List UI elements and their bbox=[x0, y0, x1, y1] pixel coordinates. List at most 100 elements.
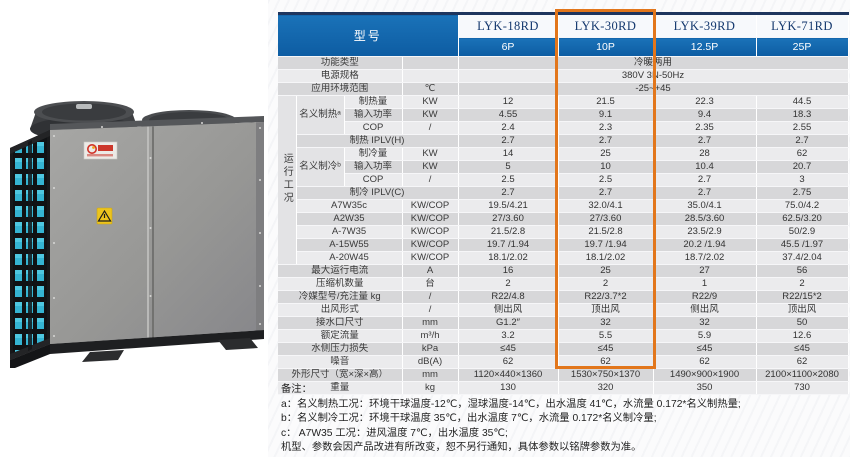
value-cell-lyk-18rd: 4.55 bbox=[458, 108, 559, 122]
value-cell-lyk-30rd: 2.7 bbox=[558, 134, 654, 148]
value-cell-lyk-18rd: 130 bbox=[458, 381, 559, 395]
table-row: 运行工况 名义制热ᵃ 制热量 KW 12 21.5 22.3 44.5 bbox=[278, 95, 849, 265]
value-cell-lyk-39rd: 5.9 bbox=[653, 329, 757, 343]
unit-cell: KW/COP bbox=[402, 238, 459, 252]
value-cell-lyk-71rd: 75.0/4.2 bbox=[756, 199, 849, 213]
row-label: 制热 IPLV(H) bbox=[296, 134, 459, 148]
table-row: 电源规格 380V 3N-50Hz bbox=[278, 69, 849, 83]
model-header-row: 型号 LYK-18RD LYK-30RD LYK-39RD LYK-71RD bbox=[278, 13, 849, 57]
base-and-feet bbox=[10, 330, 264, 368]
unit-cell: kPa bbox=[402, 342, 459, 356]
value-cell-lyk-18rd: 侧出风 bbox=[458, 303, 559, 317]
value-cell-lyk-39rd: 2.7 bbox=[653, 134, 757, 148]
value-cell-lyk-30rd: 9.1 bbox=[558, 108, 654, 122]
unit-cell bbox=[402, 56, 459, 70]
table-row: A-20W45 KW/COP 18.1/2.02 18.1/2.02 18.7/2.02… bbox=[278, 251, 849, 265]
value-cell-lyk-18rd: 2.7 bbox=[458, 134, 559, 148]
value-cell-lyk-39rd: 350 bbox=[653, 381, 757, 395]
value-cell-lyk-71rd: 2.75 bbox=[756, 186, 849, 200]
brand-logo bbox=[83, 141, 118, 160]
note-line-c: c： A7W35 工况：进风温度 7℃，出水温度 35℃; bbox=[281, 427, 508, 439]
value-cell-lyk-18rd: 21.5/2.8 bbox=[458, 225, 559, 239]
value-cell-lyk-18rd: 12 bbox=[458, 95, 559, 109]
value-cell-lyk-71rd: 18.3 bbox=[756, 108, 849, 122]
hp-cell-12-5p: 12.5P bbox=[653, 37, 757, 57]
value-cell-lyk-30rd: 2.5 bbox=[558, 173, 654, 187]
row-label: 冷媒型号/充注量 kg bbox=[278, 290, 403, 304]
table-row: 应用环境范围 ℃ -25~+45 bbox=[278, 82, 849, 96]
value-cell-lyk-39rd: 20.2 /1.94 bbox=[653, 238, 757, 252]
table-row: COP/2.4 2.3 2.35 2.55 bbox=[278, 121, 849, 135]
note-line-disclaimer: 机型、参数会因产品改进有所改变，恕不另行通知，具体参数以铭牌参数为准。 bbox=[281, 442, 642, 453]
value-cell-lyk-18rd: 18.1/2.02 bbox=[458, 251, 559, 265]
unit-cell: KW bbox=[402, 95, 459, 109]
value-cell-lyk-39rd: 2.35 bbox=[653, 121, 757, 135]
value-cell-lyk-39rd: 62 bbox=[653, 355, 757, 369]
row-label: 电源规格 bbox=[278, 69, 403, 83]
table-row: 冷媒型号/充注量 kg / R22/4.8 R22/3.7*2 R22/9 R22/15*… bbox=[278, 290, 849, 304]
hp-header-row: 6P 10P 12.5P 25P bbox=[278, 37, 849, 57]
value-cell-lyk-39rd: 9.4 bbox=[653, 108, 757, 122]
value-cell-lyk-30rd: 27/3.60 bbox=[558, 212, 654, 226]
row-group-heating: 名义制热ᵃ bbox=[296, 95, 345, 135]
model-cell-lyk18rd: LYK-18RD bbox=[458, 13, 559, 38]
hp-cell-25p: 25P bbox=[756, 37, 849, 57]
value-cell-lyk-30rd: 5.5 bbox=[558, 329, 654, 343]
table-row: 重量 kg 130 320 350 730 bbox=[278, 381, 849, 395]
row-label: A7W35c bbox=[296, 199, 403, 213]
value-cell-lyk-71rd: 12.6 bbox=[756, 329, 849, 343]
value-cell-lyk-30rd: 320 bbox=[558, 381, 654, 395]
unit-cell: A bbox=[402, 264, 459, 278]
value-cell-lyk-71rd: 62 bbox=[756, 147, 849, 161]
table-row: A-15W55 KW/COP 19.7 /1.94 19.7 /1.94 20.2 /1… bbox=[278, 238, 849, 252]
row-label: COP bbox=[344, 173, 403, 187]
value-cell-lyk-71rd: 2.7 bbox=[756, 134, 849, 148]
table-row: 压缩机数量台 2 2 1 2 bbox=[278, 277, 849, 291]
value-cell-lyk-39rd: 18.7/2.02 bbox=[653, 251, 757, 265]
note-line-b: b：名义制冷工况：环境干球温度 35℃，出水温度 7℃，水流量 0.172*名义… bbox=[281, 413, 657, 424]
row-group-cooling: 名义制冷ᵇ bbox=[296, 147, 345, 187]
value-cell-lyk-71rd: 顶出风 bbox=[756, 303, 849, 317]
unit-cell: KW bbox=[402, 160, 459, 174]
spec-table-body: 功能类型 冷暖两用 电源规格 380V 3N-50Hz 应用环境范围 ℃ -25~+45 运行… bbox=[278, 56, 849, 395]
value-cell-lyk-39rd: 32 bbox=[653, 316, 757, 330]
value-cell-lyk-18rd: 5 bbox=[458, 160, 559, 174]
value-cell-lyk-18rd: 1120×440×1360 bbox=[458, 368, 559, 382]
row-label: 功能类型 bbox=[278, 56, 403, 70]
table-row: 水侧压力损失 kPa ≤45 ≤45 ≤45 ≤45 bbox=[278, 342, 849, 356]
value-cell-lyk-30rd: 18.1/2.02 bbox=[558, 251, 654, 265]
value-cell-lyk-71rd: ≤45 bbox=[756, 342, 849, 356]
table-row: 外形尺寸（宽×深×高） mm 1120×440×1360 1530×750×1370 1… bbox=[278, 368, 849, 382]
unit-cell: KW bbox=[402, 147, 459, 161]
value-cell-lyk-30rd: 2.3 bbox=[558, 121, 654, 135]
row-label: 应用环境范围 bbox=[278, 82, 403, 96]
value-cell-lyk-30rd: 19.7 /1.94 bbox=[558, 238, 654, 252]
value-cell-lyk-39rd: 35.0/4.1 bbox=[653, 199, 757, 213]
value-cell-lyk-30rd: 25 bbox=[558, 147, 654, 161]
unit-cell: ℃ bbox=[402, 82, 459, 96]
value-cell-lyk-71rd: 62 bbox=[756, 355, 849, 369]
value-cell-lyk-30rd: 32 bbox=[558, 316, 654, 330]
value-cell-lyk-39rd: 22.3 bbox=[653, 95, 757, 109]
table-row: 名义制冷ᵇ 制冷量 KW 14 25 28 62 bbox=[278, 147, 849, 187]
value-cell-lyk-71rd: R22/15*2 bbox=[756, 290, 849, 304]
cabinet-top-edge bbox=[50, 116, 264, 130]
row-label: 出风形式 bbox=[278, 303, 403, 317]
row-label: 制冷 IPLV(C) bbox=[296, 186, 459, 200]
merged-value-cell: 冷暖两用 bbox=[458, 56, 849, 70]
value-cell-lyk-71rd: 45.5 /1.97 bbox=[756, 238, 849, 252]
table-row: 额定流量 m³/h 3.2 5.5 5.9 12.6 bbox=[278, 329, 849, 343]
value-cell-lyk-71rd: 56 bbox=[756, 264, 849, 278]
screw-dots bbox=[53, 122, 261, 337]
model-cell-lyk71rd: LYK-71RD bbox=[756, 13, 849, 38]
row-group-operating: 运行工况 bbox=[278, 95, 297, 265]
value-cell-lyk-71rd: 62.5/3.20 bbox=[756, 212, 849, 226]
table-row: 输入功率 KW 5 10 10.4 20.7 bbox=[278, 160, 849, 174]
unit-cell: 台 bbox=[402, 277, 459, 291]
unit-cell: / bbox=[402, 290, 459, 304]
heat-pump-product-image bbox=[10, 101, 264, 368]
hp-cell-10p: 10P bbox=[558, 37, 654, 57]
table-row: COP/2.5 2.5 2.7 3 bbox=[278, 173, 849, 187]
value-cell-lyk-39rd: 1490×900×1900 bbox=[653, 368, 757, 382]
row-label: A-15W55 bbox=[296, 238, 403, 252]
